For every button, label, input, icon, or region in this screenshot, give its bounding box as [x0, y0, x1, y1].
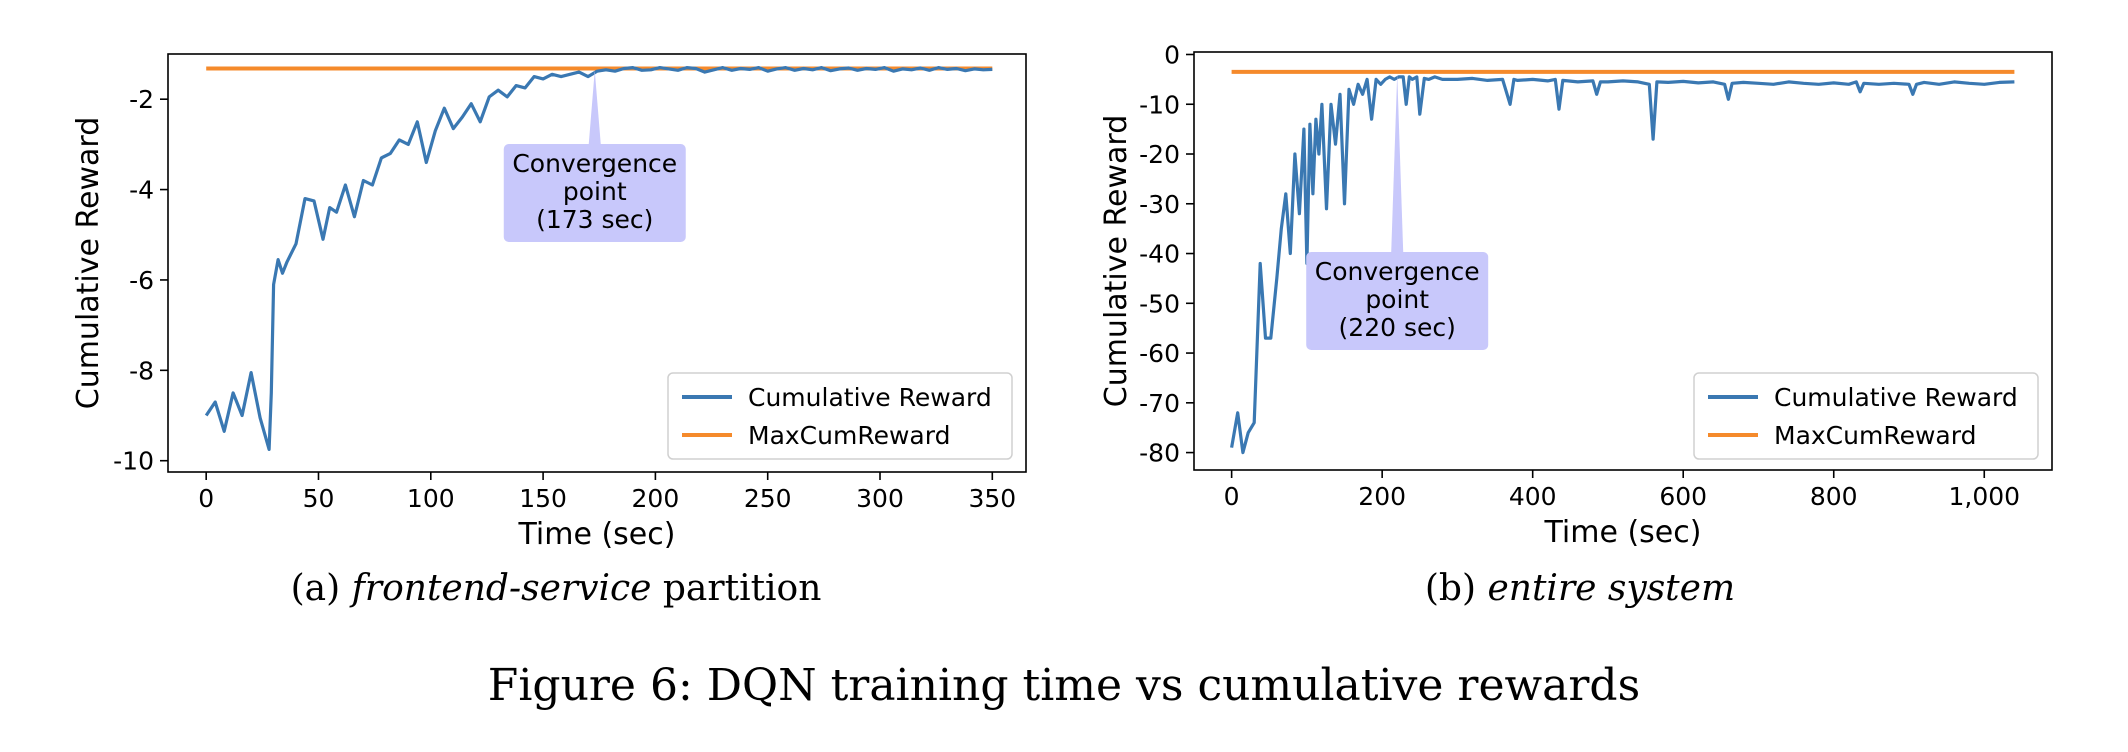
x-tick-label: 0 — [1224, 482, 1240, 511]
x-tick-label: 250 — [744, 484, 792, 513]
y-tick-label: -20 — [1139, 140, 1180, 169]
x-tick-label: 300 — [856, 484, 904, 513]
y-tick-label: -6 — [129, 266, 154, 295]
y-tick-label: -70 — [1139, 389, 1180, 418]
y-axis-title: Cumulative Reward — [1099, 115, 1134, 408]
y-axis-title: Cumulative Reward — [71, 117, 106, 410]
y-tick-label: -30 — [1139, 190, 1180, 219]
chart-frontend-service: 0 50 100 150 200 250 300 350 -10 -8 -6 -4 -2 Time (se… — [71, 53, 1027, 609]
subfigure-caption: (a) frontend-service partition — [291, 568, 822, 609]
x-tick-label: 1,000 — [1948, 482, 2020, 511]
x-tick-label: 200 — [1358, 482, 1406, 511]
legend-label-maxcumreward: MaxCumReward — [748, 421, 950, 450]
x-tick-label: 0 — [198, 484, 214, 513]
x-tick-label: 400 — [1509, 482, 1557, 511]
chart-entire-system: 0 200 400 600 800 1,000 -80 -70 -60 -50 -40 -30 -20 -… — [1099, 40, 2053, 609]
y-tick-label: -2 — [129, 85, 154, 114]
x-tick-label: 150 — [519, 484, 567, 513]
x-tick-label: 50 — [303, 484, 335, 513]
legend-label-maxcumreward: MaxCumReward — [1774, 421, 1976, 450]
x-axis-title: Time (sec) — [518, 517, 676, 552]
legend-box — [667, 372, 1013, 460]
y-tick-label: -50 — [1139, 289, 1180, 318]
callout-box — [1306, 252, 1489, 350]
y-tick-label: -60 — [1139, 339, 1180, 368]
x-tick-label: 200 — [632, 484, 680, 513]
legend-box — [1693, 372, 2039, 460]
y-tick-label: 0 — [1164, 40, 1180, 69]
caption-suffix: partition — [651, 568, 821, 609]
plot-frame — [1193, 51, 2053, 471]
series-line-cumulative-reward — [1230, 75, 2015, 455]
callout-box — [503, 144, 686, 242]
y-tick-label: -4 — [129, 176, 154, 205]
caption-italic: entire system — [1487, 568, 1735, 609]
callout-text: point — [1365, 285, 1429, 314]
plot-frame — [167, 53, 1027, 473]
x-tick-label: 600 — [1659, 482, 1707, 511]
caption-prefix: (a) — [291, 568, 352, 609]
x-tick-label: 100 — [407, 484, 455, 513]
callout-text: Convergence — [512, 149, 677, 178]
x-tick-label: 800 — [1810, 482, 1858, 511]
x-tick-label: 350 — [968, 484, 1016, 513]
x-axis-title: Time (sec) — [1544, 515, 1702, 550]
y-tick-label: -10 — [1139, 90, 1180, 119]
caption-italic: frontend-service — [349, 568, 652, 609]
subfigure-caption: (b) entire system — [1425, 568, 1735, 609]
callout-text: (173 sec) — [536, 205, 653, 234]
callout-pointer — [588, 70, 601, 144]
y-tick-label: -8 — [129, 356, 154, 385]
series-line-cumulative-reward — [204, 65, 993, 451]
y-tick-label: -40 — [1139, 240, 1180, 269]
callout-pointer — [1391, 73, 1404, 253]
caption-prefix: (b) — [1425, 568, 1488, 609]
callout-text: Convergence — [1315, 257, 1480, 286]
figure-caption: Figure 6: DQN training time vs cumulativ… — [488, 660, 1640, 711]
y-tick-label: -80 — [1139, 439, 1180, 468]
callout-text: (220 sec) — [1339, 313, 1456, 342]
y-tick-label: -10 — [113, 447, 154, 476]
legend-label-cumulative-reward: Cumulative Reward — [1774, 383, 2018, 412]
legend-label-cumulative-reward: Cumulative Reward — [748, 383, 992, 412]
callout-text: point — [563, 177, 627, 206]
